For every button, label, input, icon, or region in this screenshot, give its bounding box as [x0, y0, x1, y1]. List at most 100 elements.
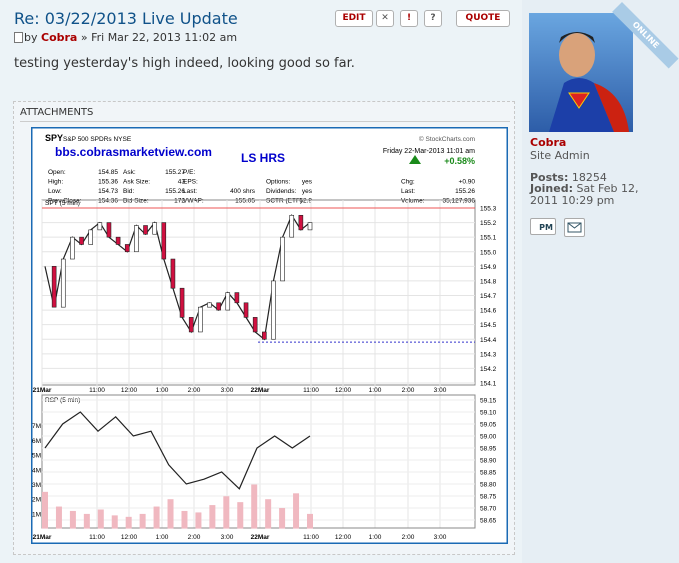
quote-field: Volume:	[401, 198, 425, 205]
quote-button[interactable]: QUOTE	[456, 10, 510, 27]
candle	[60, 258, 66, 308]
candle	[198, 306, 203, 333]
delete-button[interactable]: ✕	[376, 10, 394, 27]
tag: LS HRS	[241, 151, 285, 165]
divider	[20, 121, 510, 122]
y-tick-label: 155.3	[480, 206, 497, 213]
candle	[51, 266, 57, 308]
volume-bar	[181, 510, 188, 529]
x-tick-label: 2:00	[402, 387, 415, 394]
volume-tick-label: 7M	[32, 423, 41, 430]
y-tick-label: 154.3	[480, 351, 497, 358]
up-arrow	[409, 155, 421, 164]
volume-bar	[223, 496, 230, 529]
candle	[106, 222, 112, 238]
volume-bar	[195, 512, 202, 529]
x-tick-label: 1:00	[369, 387, 382, 394]
volume-tick-label: 5M	[32, 453, 41, 460]
volume-bar	[83, 513, 90, 529]
candle	[216, 302, 221, 311]
volume-bar	[237, 502, 244, 529]
candle	[307, 222, 313, 231]
chart-frame	[31, 127, 508, 544]
quote-field: 155.36	[98, 179, 118, 186]
quote-field: 35,127,936	[442, 198, 475, 205]
volume-bar	[55, 506, 62, 529]
candle	[225, 292, 231, 311]
report-button[interactable]: !	[400, 10, 418, 27]
volume-bar	[153, 506, 160, 529]
y-tick-label: 154.9	[480, 264, 497, 271]
stock-chart[interactable]: SPY S&P 500 SPDRs NYSE © StockCharts.com bb…	[31, 127, 508, 544]
avatar[interactable]	[529, 13, 633, 132]
candle	[143, 225, 148, 235]
quote-field: Ask Size:	[123, 179, 150, 186]
y-tick-label: 154.6	[480, 308, 497, 315]
info-button[interactable]: ?	[424, 10, 442, 27]
volume-bar	[265, 499, 272, 529]
volume-bar	[307, 513, 313, 529]
candle	[280, 236, 285, 282]
quote-field: yes	[302, 188, 313, 195]
email-icon	[567, 222, 582, 233]
quote-field: Last:	[183, 188, 197, 195]
pm-button[interactable]: PM	[530, 218, 556, 235]
candle	[88, 229, 93, 245]
quote-field: Open:	[48, 169, 66, 176]
rsp-line	[44, 411, 311, 490]
volume-bar	[111, 515, 118, 529]
candle	[152, 222, 157, 235]
post-title[interactable]: Re: 03/22/2013 Live Update	[14, 9, 238, 28]
username[interactable]: Cobra	[530, 136, 567, 149]
volume-tick-label: 2M	[32, 497, 41, 504]
quote-field: Low:	[48, 188, 62, 195]
x-tick-label: 2:00	[402, 534, 415, 541]
joined-label: Joined:	[530, 182, 573, 195]
y-tick-label: 154.5	[480, 322, 497, 329]
x-tick-label: 21Mar	[33, 387, 52, 394]
y-tick-label: 58.65	[480, 518, 497, 525]
rsp-panel	[41, 394, 476, 529]
x-tick-label: 11:00	[303, 387, 319, 394]
candle	[161, 222, 167, 260]
x-tick-label: 3:00	[434, 534, 447, 541]
candle	[170, 258, 176, 289]
x-tick-label: 2:00	[188, 387, 201, 394]
volume-bar	[279, 508, 286, 529]
volume-tick-label: 4M	[32, 467, 41, 474]
x-tick-label: 12:00	[335, 534, 352, 541]
y-tick-label: 58.85	[480, 470, 497, 477]
avatar-art	[549, 32, 629, 132]
quote-field: 400 shrs	[230, 188, 256, 195]
volume-bar	[293, 493, 300, 529]
x-tick-label: 12:00	[121, 387, 138, 394]
x-tick-label: 11:00	[303, 534, 319, 541]
volume-bar	[125, 516, 132, 529]
candle	[234, 292, 240, 304]
quote-field: VWAP:	[183, 198, 204, 205]
edit-button[interactable]: EDIT	[335, 10, 373, 27]
volume-bar	[209, 505, 216, 529]
y-tick-label: 58.80	[480, 482, 497, 489]
quote-field: 154.73	[98, 188, 118, 195]
candle	[179, 287, 185, 318]
x-tick-label: 11:00	[89, 387, 105, 394]
attachment-heading: ATTACHMENTS	[20, 107, 94, 118]
email-button[interactable]	[564, 218, 585, 237]
x-tick-label: 11:00	[89, 534, 105, 541]
candle	[188, 317, 194, 333]
volume-bar	[167, 499, 174, 529]
y-tick-label: 154.4	[480, 337, 497, 344]
author[interactable]: Cobra	[41, 31, 78, 44]
volume-bar	[139, 513, 146, 529]
y-tick-label: 154.7	[480, 293, 497, 300]
quote-field: 155.26	[165, 188, 185, 195]
x-tick-label: 3:00	[434, 387, 447, 394]
quote-field: Dividends:	[266, 188, 297, 195]
quote-field: 43	[178, 179, 186, 186]
quote-field: 155.26	[455, 188, 475, 195]
quote-field: Chg:	[401, 179, 415, 186]
posts-label: Posts:	[530, 171, 569, 184]
volume-bar	[251, 484, 258, 529]
